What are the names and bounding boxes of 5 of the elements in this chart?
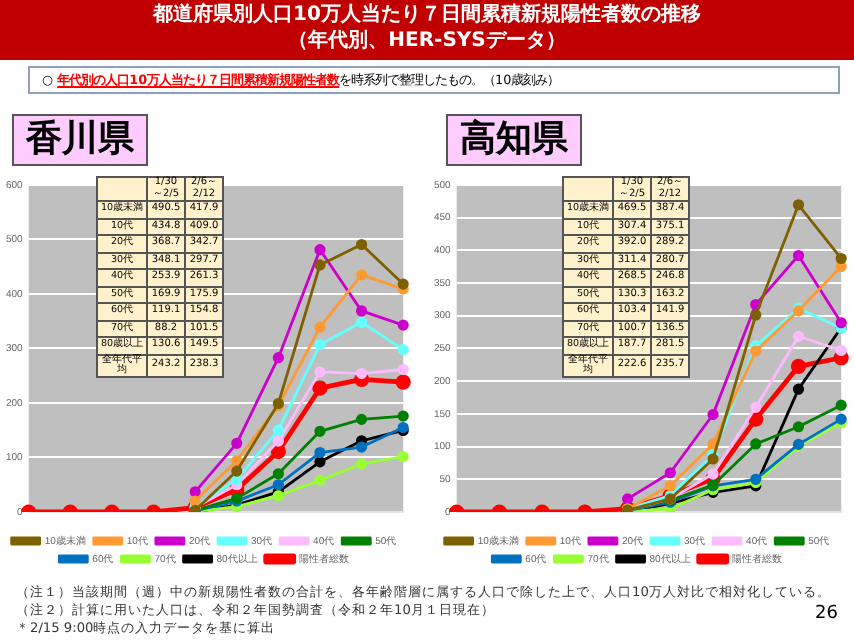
chart-title: 香川県 <box>12 114 148 166</box>
text: 26 <box>815 604 838 624</box>
text: 都道府県別人口10万人当たり７日間累積新規陽性者数の推移 <box>151 2 703 28</box>
chart-title: 高知県 <box>446 114 582 166</box>
text: （年代別、HER-SYSデータ） <box>286 28 568 54</box>
